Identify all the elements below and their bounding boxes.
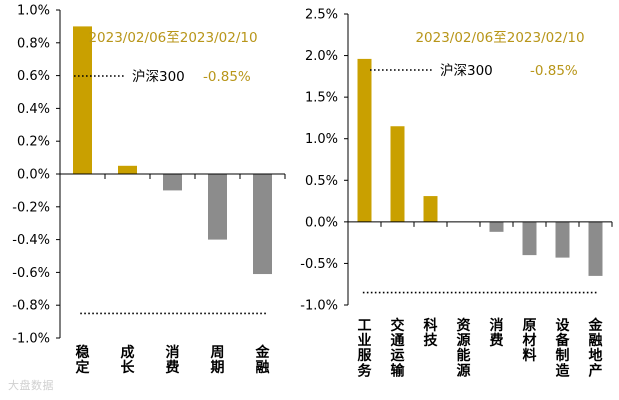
y-tick-label: -0.5% — [300, 257, 338, 272]
y-tick-label: 0.0% — [305, 215, 338, 230]
y-tick-label: 0.4% — [17, 102, 50, 117]
bar-5 — [253, 174, 272, 275]
category-label-1: 稳定 — [76, 344, 90, 376]
y-tick-label: 0.5% — [305, 174, 338, 189]
y-tick-label: 0.2% — [17, 135, 50, 150]
category-label-7: 设备制造 — [555, 318, 571, 379]
y-tick-label: -1.0% — [300, 299, 338, 314]
y-tick-label: 1.0% — [305, 132, 338, 147]
category-label-1: 工业服务 — [358, 318, 373, 379]
category-label-2: 交通运输 — [391, 317, 406, 379]
category-label-8: 金融地产 — [588, 317, 604, 379]
bar-3 — [423, 196, 438, 222]
bar-1 — [357, 58, 372, 222]
bar-3 — [163, 174, 182, 191]
category-label-2: 成长 — [121, 344, 136, 376]
y-tick-label: -0.8% — [12, 299, 50, 314]
right-industry-chart: 2.5% 2.0% 1.5% 1.0% 0.5% 0.0% -0.5% -1.0% 2023/0… — [300, 8, 613, 379]
category-label-4: 资源能源 — [457, 317, 471, 379]
period-label: 2023/02/06至2023/02/10 — [415, 30, 584, 46]
legend-benchmark-value: -0.85% — [203, 69, 251, 85]
legend-benchmark-name: 沪深300 — [440, 63, 493, 79]
bar-1 — [73, 26, 92, 175]
bar-6 — [522, 221, 537, 256]
period-label: 2023/02/06至2023/02/10 — [88, 30, 257, 46]
bar-7 — [555, 221, 570, 258]
bar-2 — [118, 165, 137, 174]
y-tick-label: 1.0% — [17, 4, 50, 19]
category-label-3: 科技 — [424, 317, 439, 349]
bar-2 — [390, 126, 405, 222]
legend-benchmark-value: -0.85% — [530, 63, 578, 79]
bar-4 — [208, 174, 227, 240]
y-tick-label: 0.8% — [17, 36, 50, 51]
category-label-5: 金融 — [255, 344, 271, 376]
y-tick-label: 2.0% — [305, 49, 338, 64]
y-tick-label: -1.0% — [12, 332, 50, 347]
category-label-6: 原材料 — [523, 318, 537, 364]
y-tick-label: 0.6% — [17, 69, 50, 84]
legend-benchmark-name: 沪深300 — [132, 69, 185, 85]
category-label-4: 周期 — [211, 345, 225, 376]
y-tick-label: -0.6% — [12, 266, 50, 281]
y-tick-label: 1.5% — [305, 91, 338, 106]
category-label-5: 消费 — [490, 317, 504, 349]
left-style-chart: 1.0% 0.8% 0.6% 0.4% 0.2% 0.0% -0.2% -0.4% -0.6% -… — [12, 4, 286, 376]
y-tick-label: 0.0% — [17, 168, 50, 183]
bar-5 — [489, 221, 504, 232]
y-tick-label: -0.2% — [12, 200, 50, 215]
bar-8 — [588, 221, 603, 276]
watermark-text: 大盘数据 — [8, 379, 54, 392]
y-tick-label: -0.4% — [12, 233, 50, 248]
y-tick-label: 2.5% — [305, 8, 338, 23]
category-label-3: 消费 — [166, 344, 180, 376]
